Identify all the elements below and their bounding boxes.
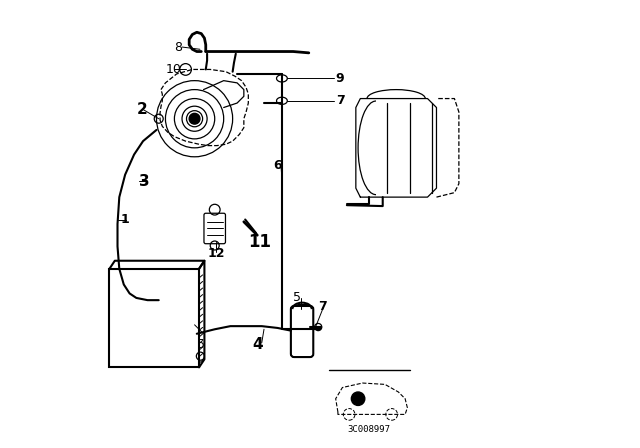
Text: 1: 1 [121,213,129,226]
Text: 12: 12 [208,246,225,260]
Text: 7: 7 [336,94,344,108]
Text: 5: 5 [197,338,205,352]
Text: 9: 9 [336,72,344,85]
Text: 8: 8 [174,40,182,54]
Text: 11: 11 [248,233,271,251]
Circle shape [351,392,365,405]
Text: 4: 4 [253,337,264,353]
Text: 10: 10 [165,63,181,76]
Text: 7: 7 [317,300,326,314]
Text: 2: 2 [136,102,147,117]
Bar [109,269,199,367]
Circle shape [189,113,200,124]
Text: 3: 3 [139,174,149,189]
Text: 6: 6 [273,159,282,172]
Text: 5: 5 [293,291,301,305]
Text: 3C008997: 3C008997 [348,425,391,434]
